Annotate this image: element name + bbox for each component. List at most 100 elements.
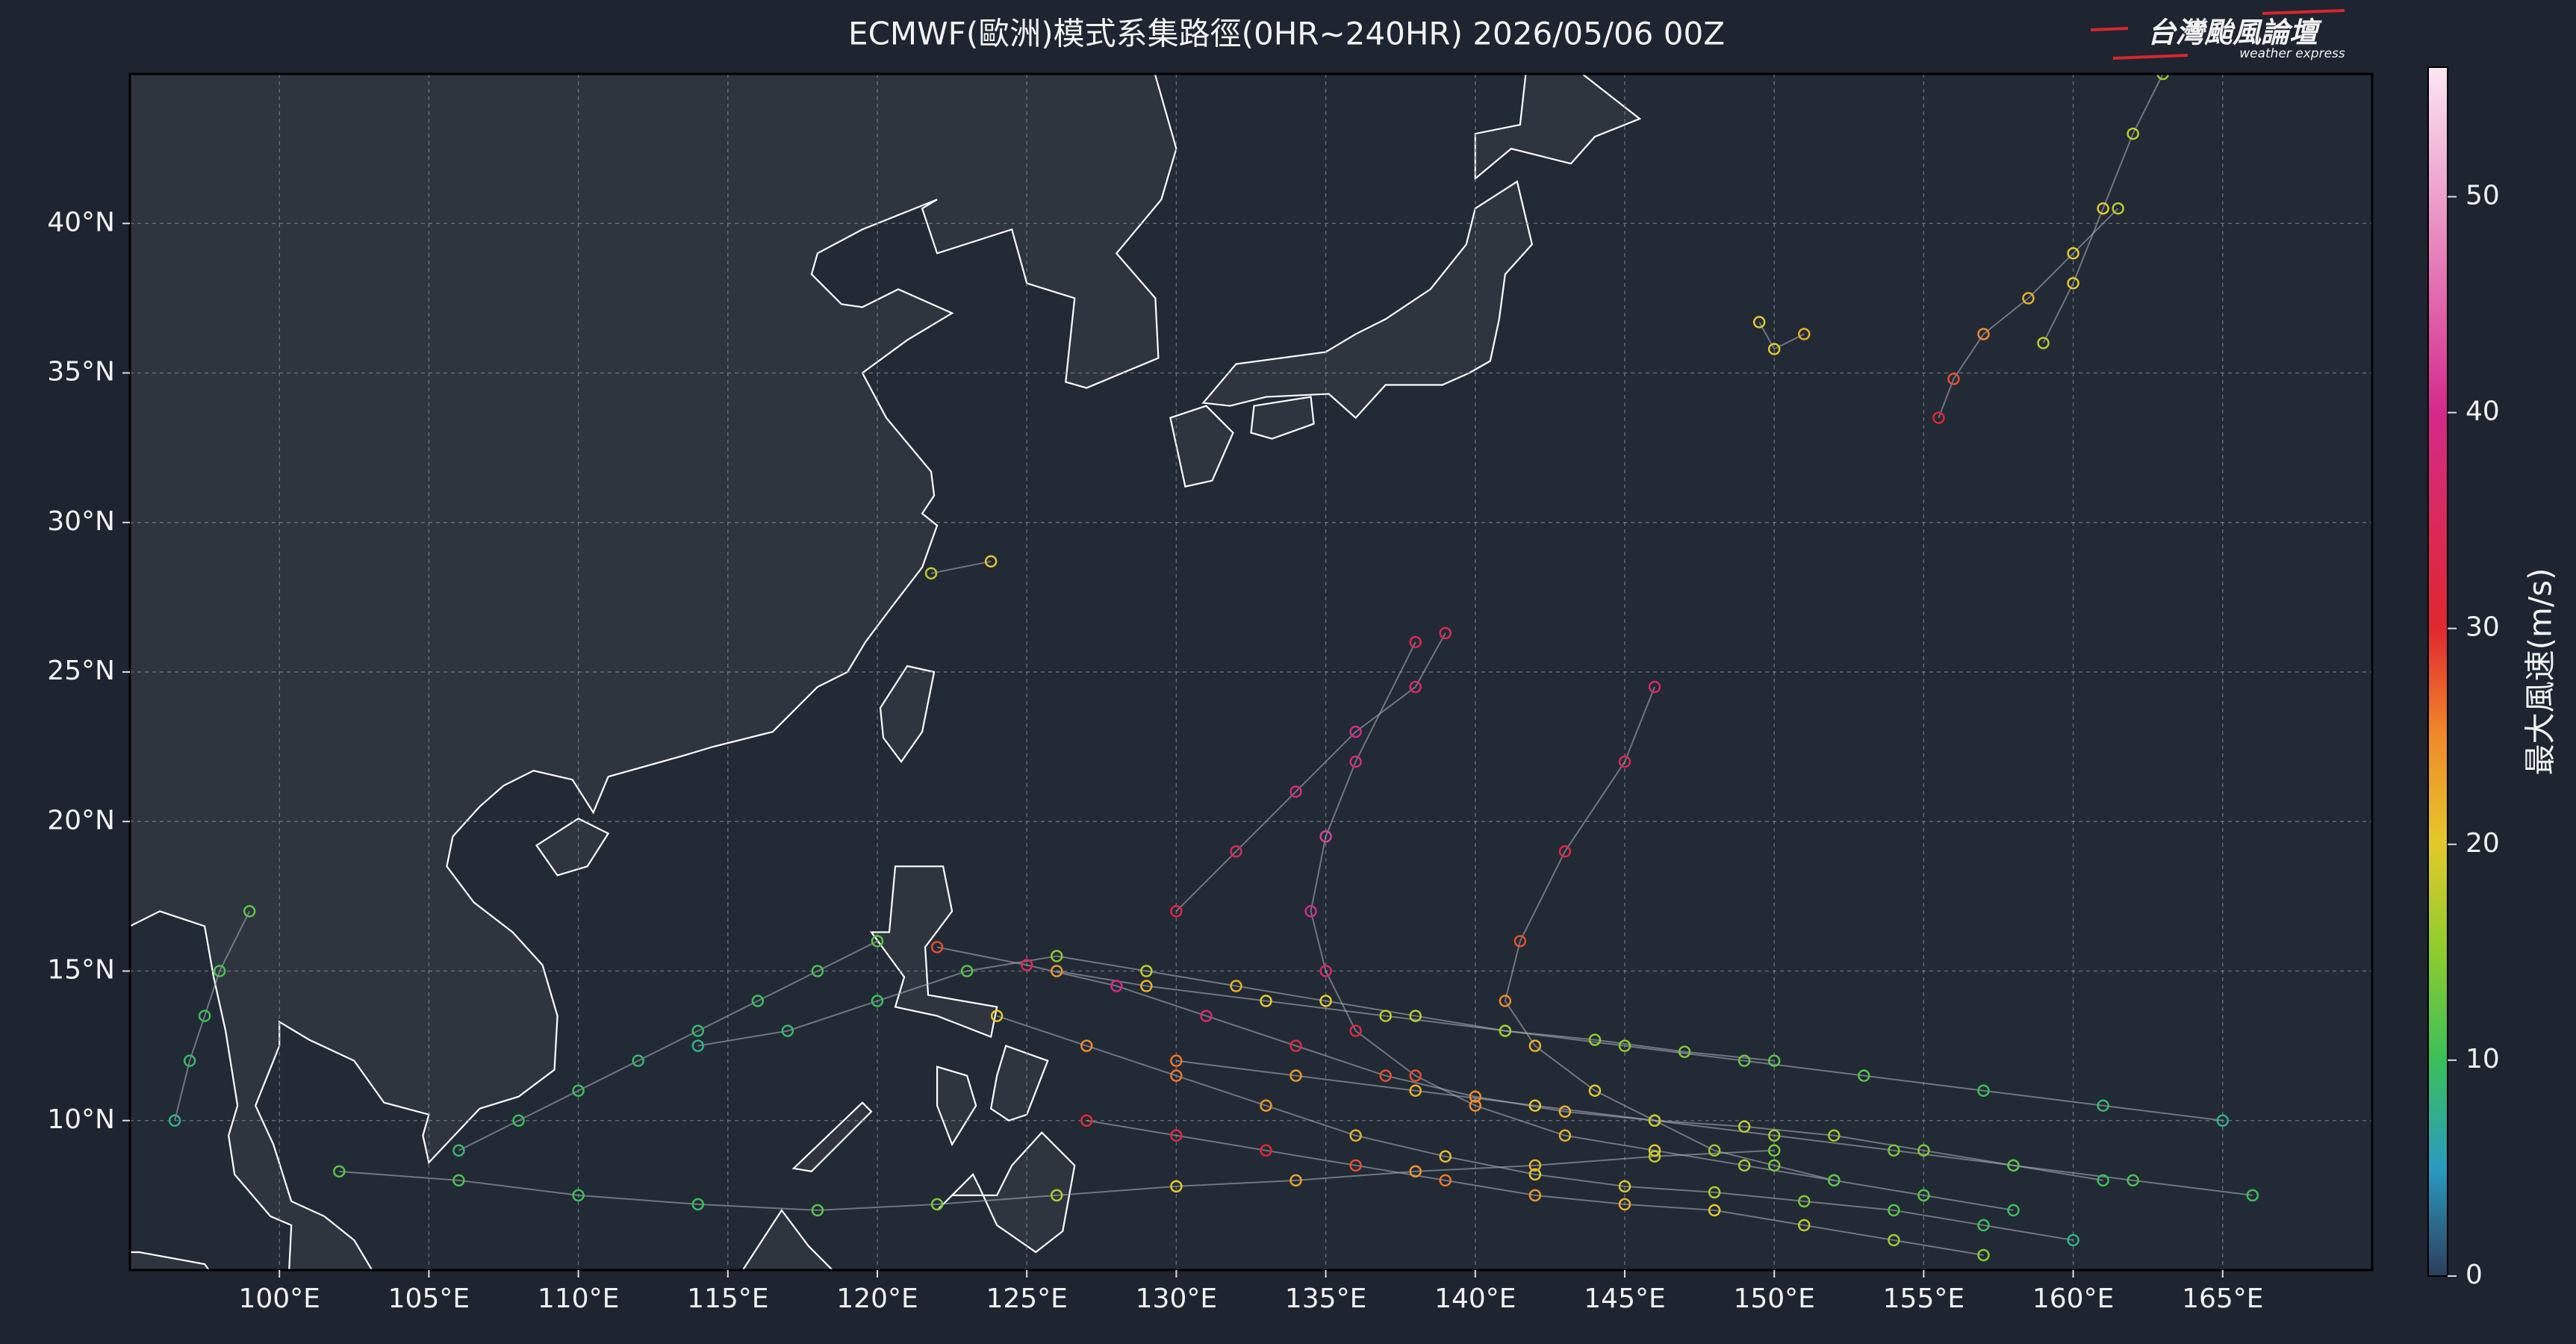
track-point [1828,1129,1841,1142]
track-point [168,1114,181,1127]
colorbar-tick-label: 50 [2465,180,2500,211]
track-point [1977,1219,1990,1232]
track-point [1528,1189,1542,1202]
panay-negros [937,1067,976,1145]
track-point [1319,830,1332,843]
track-point [984,555,998,568]
y-tick-label: 15°N [47,955,115,986]
track-point [1349,1159,1362,1172]
track-line [1504,686,1835,1181]
track-line [2042,74,2164,343]
x-tick-label: 160°E [2032,1284,2114,1314]
track-line [1086,1119,1984,1256]
taiwan [880,666,934,762]
track-point [871,995,884,1007]
track-point [2127,127,2139,140]
track-point [452,1144,465,1157]
x-tick-label: 155°E [1883,1284,1964,1314]
track-point [1170,1054,1183,1067]
x-tick-label: 150°E [1733,1284,1814,1314]
logo: 台灣颱風論壇 weather express [2090,9,2345,61]
track-point [1797,328,1811,340]
y-tick-label: 20°N [47,805,115,836]
track-point [1050,1189,1063,1202]
track-point [1797,1195,1811,1208]
track-point [2067,1233,2079,1247]
x-tick-label: 130°E [1136,1284,1217,1314]
colorbar-tick-label: 10 [2465,1044,2500,1074]
track-point [1888,1204,1900,1217]
track-point [691,1024,705,1037]
track-point [1170,1069,1183,1082]
track-point [1439,626,1452,640]
track-point [1767,1144,1781,1157]
colorbar-tick-label: 30 [2465,612,2500,643]
track-point [1409,1009,1422,1022]
track-line [1057,970,2223,1121]
track-point [1558,1105,1572,1118]
x-tick-label: 145°E [1584,1284,1665,1314]
track-point [924,567,938,580]
track-point [2067,247,2079,260]
track-point [2097,1174,2109,1187]
track-point [1409,1165,1422,1178]
track-point [1513,935,1527,948]
track-point [2112,202,2124,215]
track-point [1349,1129,1362,1142]
colorbar-tick-label: 0 [2465,1260,2483,1290]
y-tick-label: 10°N [47,1104,115,1135]
track-point [1888,1144,1900,1157]
shikoku [1251,397,1314,439]
logo-subtitle: weather express [2239,46,2345,61]
track-point [1828,1174,1841,1187]
honshu [1203,181,1531,417]
track-point [1752,316,1766,329]
track-point [1737,1120,1751,1133]
track-point [1888,1233,1900,1247]
track-line [458,940,878,1151]
track-point [198,1009,211,1022]
track-point [1304,905,1317,918]
borneo [683,1210,833,1270]
track-point [1737,1159,1751,1172]
samar-leyte [991,1046,1048,1121]
track-point [1050,965,1063,977]
track-point [1977,328,1990,340]
track-point [2097,202,2109,215]
track-layer [168,74,2259,1262]
sumatra [130,1252,220,1270]
track-point [1349,725,1362,738]
luzon [871,866,997,1036]
track-line [930,560,992,574]
track-point [1618,1039,1631,1052]
track-point [1439,1174,1452,1187]
track-line [339,1149,1775,1211]
colorbar: 0 10 20 30 40 50 最大風速(m/s) [2427,66,2559,1290]
track-point [930,1198,944,1211]
track-point [2022,292,2035,305]
x-tick-label: 115°E [687,1284,768,1314]
track-line [1176,1060,2253,1196]
track-point [2216,1114,2230,1127]
x-tick-label: 110°E [538,1284,619,1314]
hokkaido [1475,74,1640,178]
track-point [1648,1150,1661,1163]
y-tick-label: 40°N [47,207,115,237]
track-point [2156,74,2169,81]
track-point [1708,1204,1721,1217]
track-point [1528,1168,1542,1181]
track-point [1080,1114,1093,1127]
logo-stroke [2262,9,2345,15]
track-point [1558,1129,1572,1142]
track-point [691,1198,705,1211]
track-point [691,1039,705,1052]
track-point [632,1054,644,1067]
track-point [333,1165,346,1178]
track-line [1938,208,2119,418]
track-point [1230,845,1242,858]
track-point [1678,1045,1691,1058]
track-point [1050,950,1063,962]
track-line [1758,321,1805,350]
track-point [2097,1099,2109,1112]
kyushu [1170,406,1233,487]
